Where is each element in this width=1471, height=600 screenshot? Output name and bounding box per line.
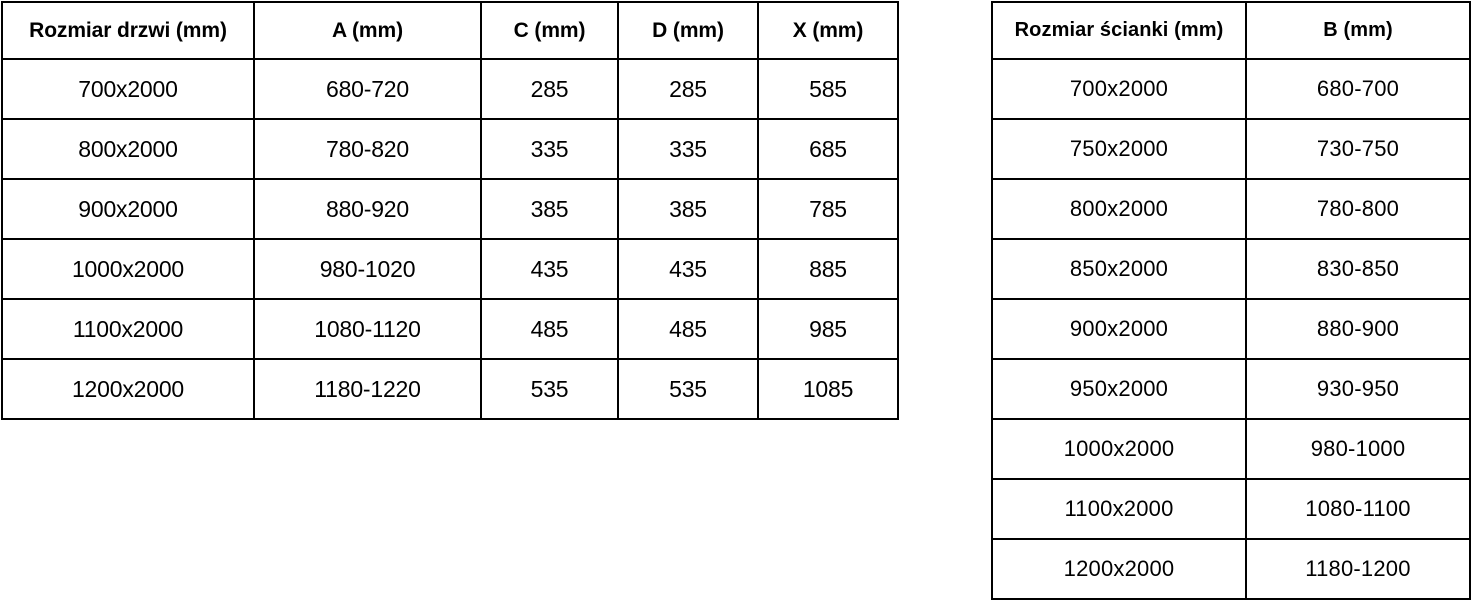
cell-d: 485 xyxy=(617,298,759,360)
table-row: 700x2000 680-720 285 285 585 xyxy=(1,58,899,120)
cell-a: 1080-1120 xyxy=(253,298,482,360)
table-row: 1000x2000 980-1000 xyxy=(991,418,1471,480)
cell-door-size: 1200x2000 xyxy=(1,358,255,420)
column-header-d: D (mm) xyxy=(617,1,759,60)
cell-wall-size: 850x2000 xyxy=(991,238,1247,300)
column-header-x: X (mm) xyxy=(757,1,899,60)
table-row: 1100x2000 1080-1100 xyxy=(991,478,1471,540)
cell-a: 780-820 xyxy=(253,118,482,180)
table-row: 900x2000 880-900 xyxy=(991,298,1471,360)
cell-door-size: 1000x2000 xyxy=(1,238,255,300)
cell-wall-size: 700x2000 xyxy=(991,58,1247,120)
column-header-c: C (mm) xyxy=(480,1,619,60)
cell-c: 435 xyxy=(480,238,619,300)
cell-wall-size: 750x2000 xyxy=(991,118,1247,180)
table-header-row: Rozmiar ścianki (mm) B (mm) xyxy=(991,1,1471,60)
table-row: 1100x2000 1080-1120 485 485 985 xyxy=(1,298,899,360)
column-header-wall-size: Rozmiar ścianki (mm) xyxy=(991,1,1247,60)
cell-a: 1180-1220 xyxy=(253,358,482,420)
cell-d: 335 xyxy=(617,118,759,180)
cell-wall-size: 1100x2000 xyxy=(991,478,1247,540)
cell-b: 880-900 xyxy=(1245,298,1471,360)
table-row: 850x2000 830-850 xyxy=(991,238,1471,300)
cell-wall-size: 800x2000 xyxy=(991,178,1247,240)
cell-b: 1180-1200 xyxy=(1245,538,1471,600)
cell-c: 335 xyxy=(480,118,619,180)
table-row: 1200x2000 1180-1220 535 535 1085 xyxy=(1,358,899,420)
cell-d: 285 xyxy=(617,58,759,120)
table-row: 900x2000 880-920 385 385 785 xyxy=(1,178,899,240)
cell-b: 830-850 xyxy=(1245,238,1471,300)
cell-x: 985 xyxy=(757,298,899,360)
table-row: 700x2000 680-700 xyxy=(991,58,1471,120)
cell-door-size: 1100x2000 xyxy=(1,298,255,360)
cell-b: 780-800 xyxy=(1245,178,1471,240)
cell-door-size: 800x2000 xyxy=(1,118,255,180)
cell-wall-size: 1000x2000 xyxy=(991,418,1247,480)
table-header-row: Rozmiar drzwi (mm) A (mm) C (mm) D (mm) … xyxy=(1,1,899,60)
cell-b: 930-950 xyxy=(1245,358,1471,420)
table-row: 1200x2000 1180-1200 xyxy=(991,538,1471,600)
cell-c: 385 xyxy=(480,178,619,240)
table-row: 800x2000 780-800 xyxy=(991,178,1471,240)
cell-d: 385 xyxy=(617,178,759,240)
cell-door-size: 700x2000 xyxy=(1,58,255,120)
cell-c: 285 xyxy=(480,58,619,120)
column-header-b: B (mm) xyxy=(1245,1,1471,60)
cell-c: 535 xyxy=(480,358,619,420)
cell-d: 435 xyxy=(617,238,759,300)
cell-c: 485 xyxy=(480,298,619,360)
cell-b: 730-750 xyxy=(1245,118,1471,180)
table-row: 750x2000 730-750 xyxy=(991,118,1471,180)
cell-x: 1085 xyxy=(757,358,899,420)
cell-x: 585 xyxy=(757,58,899,120)
table-row: 950x2000 930-950 xyxy=(991,358,1471,420)
cell-b: 680-700 xyxy=(1245,58,1471,120)
cell-x: 685 xyxy=(757,118,899,180)
cell-x: 885 xyxy=(757,238,899,300)
cell-b: 980-1000 xyxy=(1245,418,1471,480)
cell-a: 680-720 xyxy=(253,58,482,120)
door-size-table: Rozmiar drzwi (mm) A (mm) C (mm) D (mm) … xyxy=(1,1,899,420)
wall-panel-size-table: Rozmiar ścianki (mm) B (mm) 700x2000 680… xyxy=(991,1,1471,600)
cell-door-size: 900x2000 xyxy=(1,178,255,240)
cell-x: 785 xyxy=(757,178,899,240)
cell-a: 980-1020 xyxy=(253,238,482,300)
column-header-door-size: Rozmiar drzwi (mm) xyxy=(1,1,255,60)
cell-d: 535 xyxy=(617,358,759,420)
cell-a: 880-920 xyxy=(253,178,482,240)
cell-wall-size: 950x2000 xyxy=(991,358,1247,420)
column-header-a: A (mm) xyxy=(253,1,482,60)
cell-wall-size: 1200x2000 xyxy=(991,538,1247,600)
table-row: 1000x2000 980-1020 435 435 885 xyxy=(1,238,899,300)
cell-b: 1080-1100 xyxy=(1245,478,1471,540)
cell-wall-size: 900x2000 xyxy=(991,298,1247,360)
table-row: 800x2000 780-820 335 335 685 xyxy=(1,118,899,180)
